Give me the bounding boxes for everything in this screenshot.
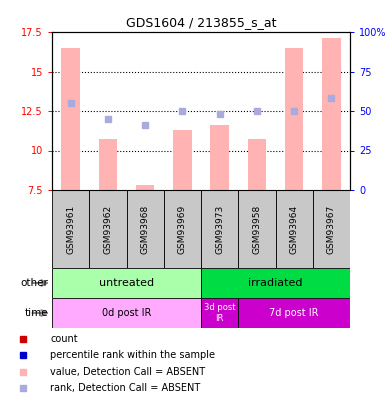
- Bar: [52, 190, 89, 268]
- Bar: [52, 298, 201, 328]
- Text: time: time: [24, 308, 48, 318]
- Bar: [276, 190, 313, 268]
- Text: GSM93958: GSM93958: [253, 205, 261, 254]
- Text: GSM93967: GSM93967: [327, 205, 336, 254]
- Bar: [127, 190, 164, 268]
- Text: untreated: untreated: [99, 278, 154, 288]
- Bar: [99, 139, 117, 190]
- Bar: [201, 268, 350, 298]
- Text: value, Detection Call = ABSENT: value, Detection Call = ABSENT: [50, 367, 205, 377]
- Text: GSM93961: GSM93961: [66, 205, 75, 254]
- Text: GSM93969: GSM93969: [178, 205, 187, 254]
- Bar: [164, 190, 201, 268]
- Text: percentile rank within the sample: percentile rank within the sample: [50, 350, 215, 360]
- Bar: [313, 190, 350, 268]
- Bar: [61, 48, 80, 190]
- Text: count: count: [50, 334, 78, 344]
- Text: 3d post
IR: 3d post IR: [204, 303, 235, 323]
- Text: irradiated: irradiated: [248, 278, 303, 288]
- Bar: [248, 139, 266, 190]
- Text: GSM93968: GSM93968: [141, 205, 150, 254]
- Bar: [52, 268, 201, 298]
- Bar: [322, 38, 341, 190]
- Text: 0d post IR: 0d post IR: [102, 308, 151, 318]
- Bar: [201, 190, 238, 268]
- Text: GSM93973: GSM93973: [215, 205, 224, 254]
- Bar: [89, 190, 127, 268]
- Bar: [210, 125, 229, 190]
- Bar: [136, 185, 154, 190]
- Bar: [173, 130, 192, 190]
- Text: other: other: [20, 278, 48, 288]
- Text: 7d post IR: 7d post IR: [270, 308, 319, 318]
- Title: GDS1604 / 213855_s_at: GDS1604 / 213855_s_at: [126, 17, 276, 30]
- Text: rank, Detection Call = ABSENT: rank, Detection Call = ABSENT: [50, 384, 200, 394]
- Bar: [238, 190, 276, 268]
- Bar: [285, 48, 303, 190]
- Text: GSM93964: GSM93964: [290, 205, 299, 254]
- Bar: [201, 298, 238, 328]
- Bar: [238, 298, 350, 328]
- Text: GSM93962: GSM93962: [104, 205, 112, 254]
